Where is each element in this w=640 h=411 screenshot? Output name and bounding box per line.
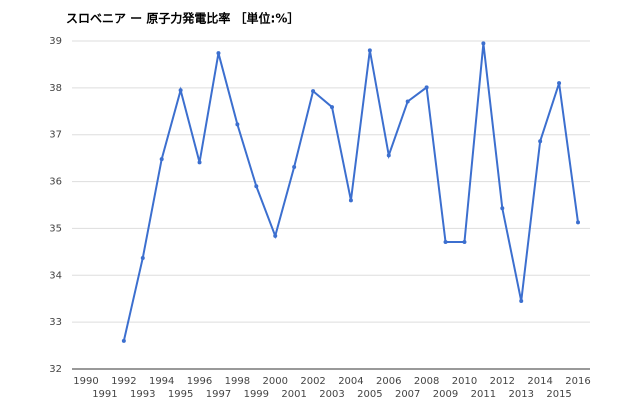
- point: [330, 105, 334, 110]
- x-tick-label: 2000: [263, 376, 288, 387]
- x-tick-label: 1996: [187, 376, 212, 387]
- x-tick-label: 2014: [527, 376, 552, 387]
- x-tick-label: 1995: [168, 389, 193, 400]
- x-tick-label: 2010: [452, 376, 477, 387]
- y-tick-label: 36: [49, 177, 62, 188]
- x-tick-label: 1997: [206, 389, 231, 400]
- x-tick-label: 1990: [73, 376, 98, 387]
- x-tick-label: 1993: [130, 389, 155, 400]
- x-tick-label: 2006: [376, 376, 401, 387]
- point: [254, 184, 259, 189]
- point: [538, 139, 543, 144]
- x-tick-label: 1999: [244, 389, 269, 400]
- x-tick-label: 1998: [225, 376, 250, 387]
- point: [386, 153, 391, 158]
- point: [121, 338, 126, 343]
- x-tick-label: 2007: [395, 389, 420, 400]
- y-tick-label: 35: [49, 223, 62, 234]
- x-tick-label: 2004: [338, 376, 363, 387]
- point: [292, 165, 297, 170]
- x-tick-label: 2009: [433, 389, 458, 400]
- y-tick-label: 34: [49, 270, 62, 281]
- x-tick-label: 1992: [111, 376, 136, 387]
- x-tick-label: 2013: [509, 389, 534, 400]
- x-tick-label: 2011: [471, 389, 496, 400]
- point: [367, 48, 372, 53]
- x-tick-label: 2003: [319, 389, 344, 400]
- chart-title: スロベニア ー 原子力発電比率 ［単位:%］: [66, 11, 299, 26]
- x-tick-label: 2005: [357, 389, 382, 400]
- point: [500, 206, 505, 211]
- point: [235, 122, 240, 127]
- point: [519, 299, 524, 304]
- point: [557, 81, 562, 86]
- y-tick-label: 38: [49, 83, 62, 94]
- y-tick-label: 37: [49, 130, 62, 141]
- point: [140, 255, 145, 260]
- point: [424, 85, 429, 90]
- x-tick-label: 2015: [546, 389, 571, 400]
- point: [216, 51, 221, 56]
- y-tick-label: 33: [49, 317, 62, 328]
- x-tick-label: 2002: [300, 376, 325, 387]
- x-tick-label: 2012: [490, 376, 515, 387]
- point: [273, 233, 278, 238]
- point: [462, 240, 467, 245]
- point: [311, 89, 316, 94]
- point: [443, 240, 448, 245]
- x-tick-label: 1991: [92, 389, 117, 400]
- point: [348, 198, 353, 203]
- x-tick-label: 1994: [149, 376, 174, 387]
- x-tick-label: 2001: [281, 389, 306, 400]
- point: [159, 157, 164, 162]
- point: [178, 88, 183, 93]
- x-tick-label: 2016: [565, 376, 590, 387]
- point: [405, 99, 410, 104]
- point: [576, 220, 580, 225]
- x-tick-label: 2008: [414, 376, 439, 387]
- point: [481, 41, 486, 46]
- point: [197, 160, 202, 165]
- y-tick-label: 32: [49, 364, 62, 375]
- y-tick-label: 39: [49, 36, 62, 47]
